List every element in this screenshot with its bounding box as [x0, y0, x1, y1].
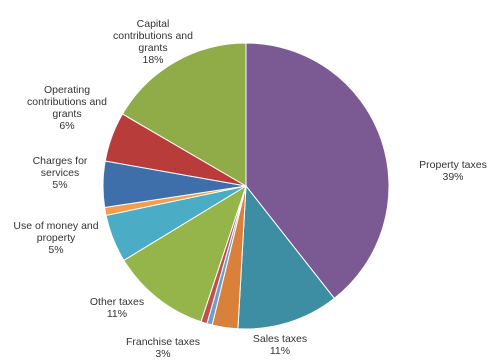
pie-label-other-taxes: Other taxes 11%: [89, 296, 145, 320]
pie-label-operating-contributions-and-grants: Operating contributions and grants 6%: [27, 84, 107, 132]
pie-label-sales-taxes: Sales taxes 11%: [252, 333, 308, 357]
pie-slice-other-taxes: [123, 184, 247, 323]
pie-label-capital-contributions-and-grants: Capital contributions and grants 18%: [113, 18, 193, 66]
pie-label-property-taxes: Property taxes 39%: [419, 159, 487, 183]
pie-label-franchise-taxes: Franchise taxes 3%: [125, 336, 201, 360]
pie-slice-capital-contributions-and-grants: [121, 42, 247, 187]
pie-label-use-of-money-and-property: Use of money and property 5%: [13, 220, 99, 256]
pie-slice-property-taxes: [245, 42, 390, 300]
pie-label-charges-for-services: Charges for services 5%: [32, 155, 88, 191]
pie-slice-sales-taxes: [237, 184, 336, 330]
